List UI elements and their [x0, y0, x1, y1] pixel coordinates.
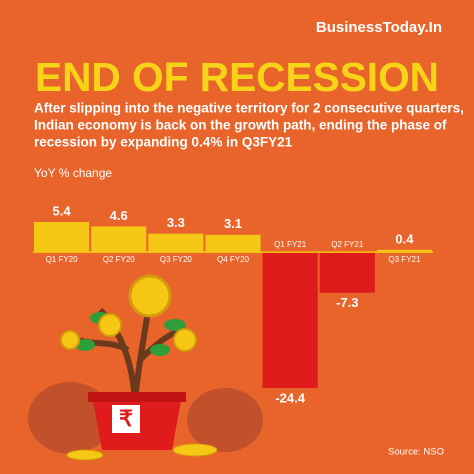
- bar: [148, 233, 204, 253]
- x-tick-label: Q1 FY20: [46, 255, 79, 264]
- illustration: ₹: [28, 274, 263, 461]
- bar: [319, 252, 375, 293]
- source: Source: NSO: [388, 447, 444, 458]
- y-axis-label: YoY % change: [34, 166, 112, 180]
- brand: BusinessToday.In: [316, 19, 442, 36]
- bar: [34, 222, 90, 253]
- chart-title: END OF RECESSION: [35, 54, 439, 100]
- value-label: 3.3: [167, 215, 185, 230]
- x-tick-label: Q4 FY20: [217, 255, 250, 264]
- value-label: 0.4: [395, 231, 414, 246]
- bar: [376, 249, 432, 253]
- value-label: 5.4: [53, 203, 72, 218]
- subtitle-line: Indian economy is back on the growth pat…: [34, 118, 447, 133]
- x-tick-label: Q3 FY20: [160, 255, 193, 264]
- value-label: -24.4: [275, 390, 305, 405]
- x-tick-label: Q3 FY21: [388, 255, 421, 264]
- value-label: -7.3: [336, 295, 358, 310]
- bar: [91, 226, 147, 253]
- x-tick-label: Q2 FY21: [331, 240, 364, 249]
- bar: [262, 252, 318, 388]
- bar: [205, 234, 261, 253]
- value-label: 4.6: [110, 208, 128, 223]
- subtitle: After slipping into the negative territo…: [34, 101, 464, 150]
- value-label: 3.1: [224, 216, 242, 231]
- svg-text:₹: ₹: [119, 406, 133, 431]
- x-tick-label: Q1 FY21: [274, 240, 307, 249]
- x-tick-label: Q2 FY20: [103, 255, 136, 264]
- subtitle-line: After slipping into the negative territo…: [34, 101, 464, 116]
- subtitle-line: recession by expanding 0.4% in Q3FY21: [34, 135, 293, 150]
